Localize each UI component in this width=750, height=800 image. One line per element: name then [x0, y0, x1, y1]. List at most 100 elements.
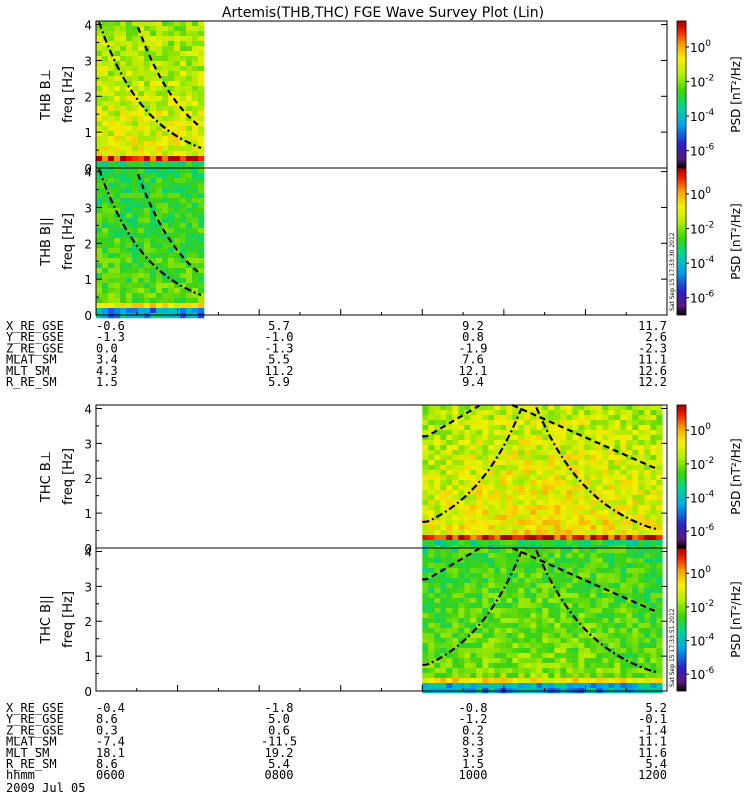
psd-cell: [422, 648, 429, 654]
psd-cell: [644, 535, 651, 541]
psd-cell: [650, 520, 657, 526]
psd-cell: [524, 638, 531, 644]
psd-cell: [96, 308, 103, 314]
psd-cell: [536, 425, 543, 431]
psd-cell: [174, 173, 181, 179]
psd-cell: [168, 131, 175, 137]
psd-cell: [198, 91, 205, 97]
psd-cell: [428, 588, 435, 594]
psd-cell: [590, 525, 597, 531]
psd-cell: [180, 66, 187, 72]
psd-cell: [488, 628, 495, 634]
psd-cell: [566, 648, 573, 654]
psd-cell: [578, 638, 585, 644]
psd-cell: [96, 136, 103, 142]
psd-cell: [132, 51, 139, 57]
psd-cell: [524, 445, 531, 451]
psd-cell: [174, 263, 181, 269]
psd-cell: [638, 638, 645, 644]
psd-cell: [428, 598, 435, 604]
psd-cell: [126, 253, 133, 259]
psd-cell: [596, 608, 603, 614]
psd-cell: [608, 450, 615, 456]
psd-cell: [434, 460, 441, 466]
psd-cell: [566, 520, 573, 526]
panel-name-label: THB B||: [39, 217, 54, 266]
psd-cell: [488, 450, 495, 456]
psd-cell: [452, 525, 459, 531]
psd-cell: [608, 598, 615, 604]
psd-cell: [542, 563, 549, 569]
psd-cell: [578, 450, 585, 456]
psd-cell: [506, 415, 513, 421]
psd-cell: [144, 121, 151, 127]
psd-cell: [452, 430, 459, 436]
psd-cell: [578, 425, 585, 431]
psd-cell: [512, 683, 519, 689]
psd-cell: [428, 663, 435, 669]
psd-cell: [464, 598, 471, 604]
psd-cell: [150, 46, 157, 52]
psd-cell: [482, 455, 489, 461]
psd-cell: [632, 608, 639, 614]
psd-cell: [488, 598, 495, 604]
psd-cell: [620, 425, 627, 431]
psd-cell: [560, 510, 567, 516]
psd-cell: [596, 548, 603, 554]
psd-cell: [120, 228, 127, 234]
psd-cell: [120, 56, 127, 62]
psd-cell: [524, 485, 531, 491]
psd-cell: [638, 435, 645, 441]
psd-cell: [650, 405, 657, 411]
psd-cell: [180, 198, 187, 204]
psd-cell: [192, 146, 199, 152]
psd-cell: [590, 568, 597, 574]
psd-cell: [512, 410, 519, 416]
psd-cell: [530, 658, 537, 664]
psd-cell: [656, 648, 663, 654]
psd-cell: [458, 608, 465, 614]
psd-cell: [626, 530, 633, 536]
psd-cell: [180, 248, 187, 254]
psd-cell: [650, 648, 657, 654]
psd-cell: [578, 628, 585, 634]
psd-cell: [530, 425, 537, 431]
psd-cell: [102, 223, 109, 229]
psd-cell: [422, 603, 429, 609]
psd-cell: [150, 141, 157, 147]
psd-cell: [132, 303, 139, 309]
psd-cell: [102, 21, 109, 27]
psd-cell: [524, 475, 531, 481]
psd-cell: [476, 525, 483, 531]
psd-cell: [132, 126, 139, 132]
panel-name-label: THC B||: [39, 595, 54, 645]
psd-cell: [434, 445, 441, 451]
psd-cell: [494, 638, 501, 644]
psd-cell: [614, 475, 621, 481]
psd-cell: [560, 455, 567, 461]
psd-cell: [626, 573, 633, 579]
ephemeris-label: Z_RE_GSE: [6, 341, 64, 355]
psd-cell: [614, 563, 621, 569]
psd-cell: [518, 455, 525, 461]
psd-cell: [482, 668, 489, 674]
psd-cell: [446, 568, 453, 574]
psd-cell: [500, 415, 507, 421]
psd-cell: [174, 151, 181, 157]
psd-cell: [192, 273, 199, 279]
psd-cell: [476, 633, 483, 639]
psd-cell: [620, 583, 627, 589]
psd-cell: [518, 653, 525, 659]
psd-cell: [542, 608, 549, 614]
psd-cell: [518, 525, 525, 531]
psd-cell: [566, 465, 573, 471]
psd-cell: [186, 126, 193, 132]
psd-cell: [434, 653, 441, 659]
psd-cell: [162, 36, 169, 42]
psd-cell: [192, 293, 199, 299]
psd-cell: [614, 578, 621, 584]
psd-cell: [632, 490, 639, 496]
psd-cell: [560, 405, 567, 411]
psd-cell: [548, 613, 555, 619]
psd-cell: [632, 425, 639, 431]
